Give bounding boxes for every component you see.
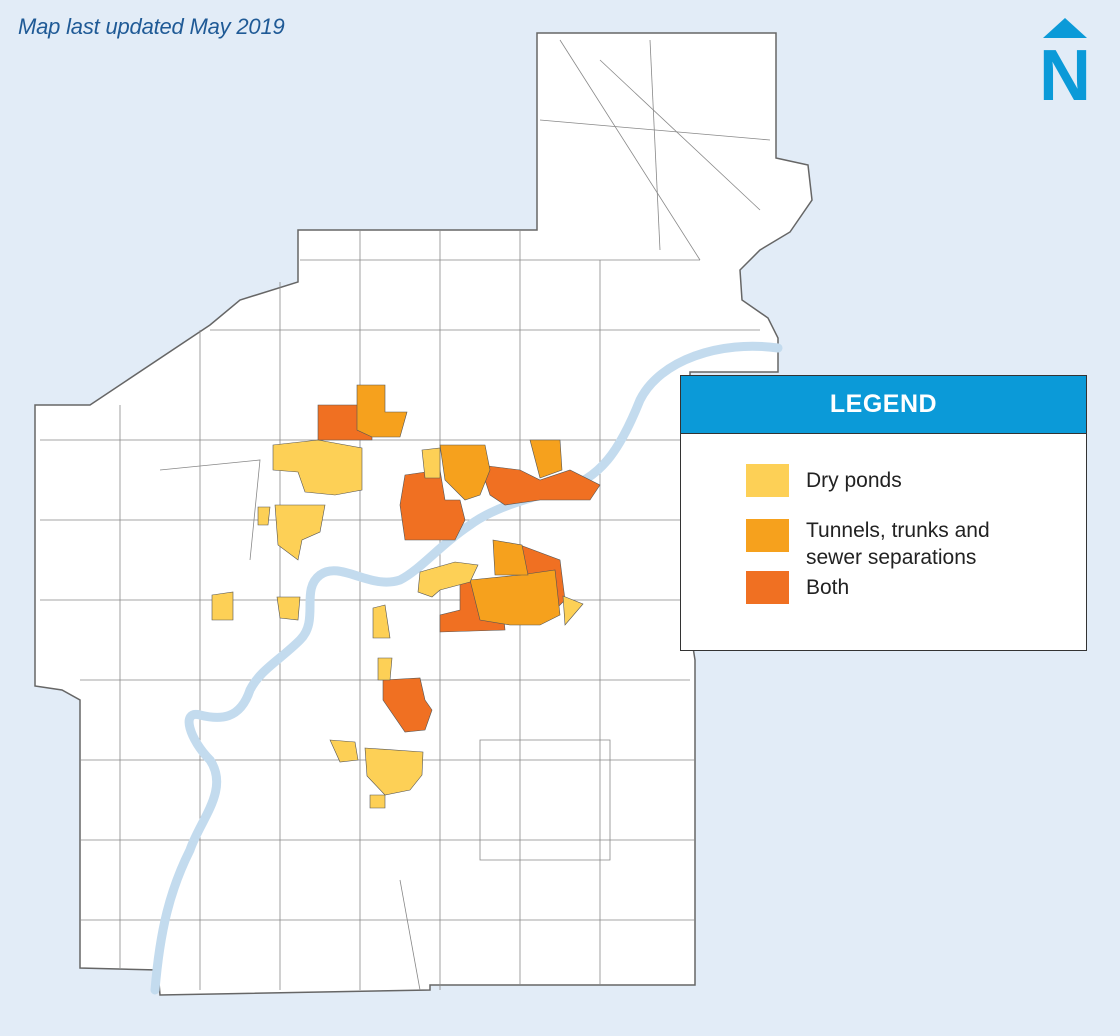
tunnels-areas — [356, 384, 563, 626]
legend-swatch-dry-ponds — [746, 464, 789, 497]
legend-swatch-both — [746, 571, 789, 604]
legend-item-tunnels: Tunnels, trunks and sewer separations — [746, 517, 1026, 571]
neighbourhood-boundaries — [40, 39, 771, 991]
legend-swatch-tunnels — [746, 519, 789, 552]
dry-pond-areas — [211, 439, 584, 809]
north-arrow-icon: N — [1040, 18, 1090, 102]
legend-label-dry-ponds: Dry ponds — [806, 469, 902, 492]
legend-label-tunnels: Tunnels, trunks and sewer separations — [806, 519, 990, 569]
north-letter: N — [1040, 36, 1090, 102]
river — [150, 341, 783, 995]
legend-title: LEGEND — [681, 376, 1086, 434]
legend-item-dry-ponds: Dry ponds — [746, 464, 1026, 497]
legend-item-both: Both — [746, 571, 1026, 604]
legend-panel: LEGEND Dry ponds Tunnels, trunks and sew… — [680, 375, 1087, 651]
legend-label-both: Both — [806, 576, 850, 599]
map-updated-note: Map last updated May 2019 — [18, 14, 285, 39]
